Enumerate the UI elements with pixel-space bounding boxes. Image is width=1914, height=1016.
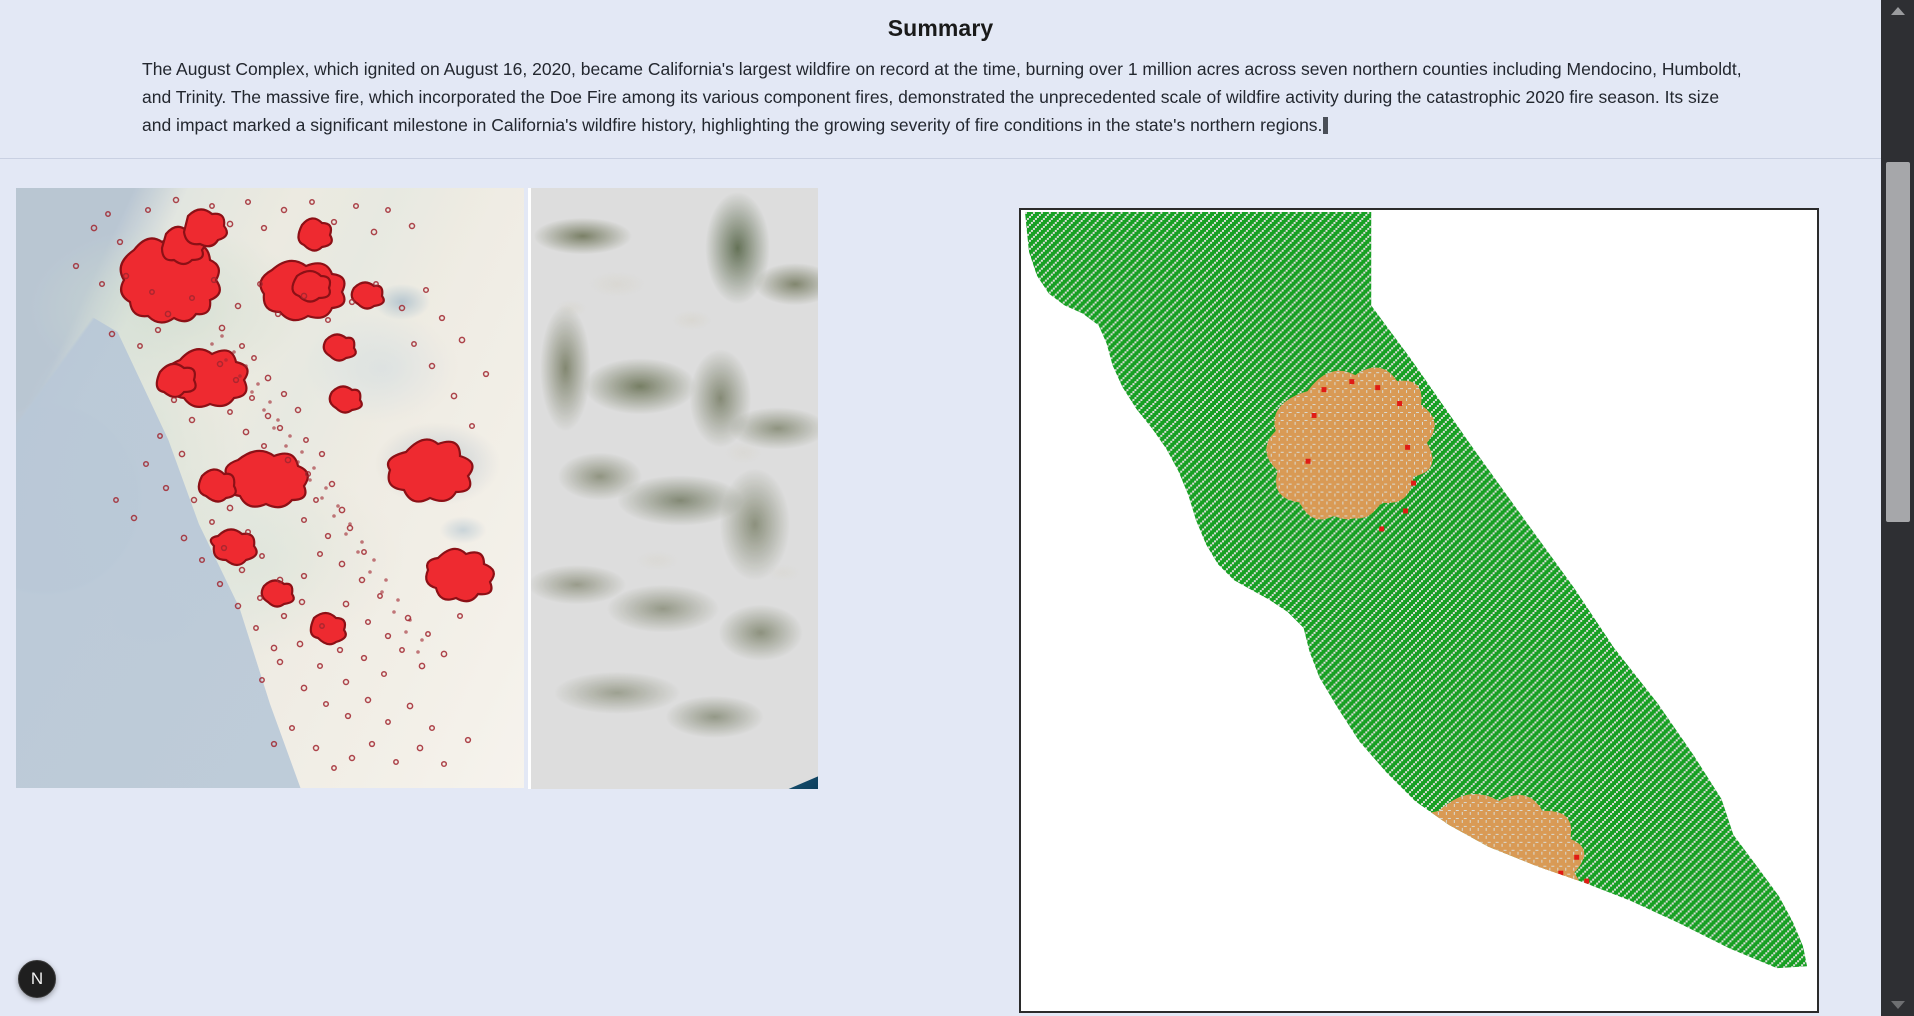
scrollbar-thumb[interactable] bbox=[1886, 162, 1910, 522]
page-title: Summary bbox=[887, 15, 994, 41]
scroll-up-arrow-icon[interactable] bbox=[1881, 0, 1914, 22]
summary-paragraph-text: The August Complex, which ignited on Aug… bbox=[142, 59, 1742, 135]
nextjs-dev-indicator[interactable]: N bbox=[18, 960, 56, 998]
scroll-down-arrow-icon[interactable] bbox=[1881, 994, 1914, 1016]
state-choropleth-map[interactable] bbox=[1019, 208, 1819, 1013]
satellite-imagery-tile[interactable] bbox=[528, 188, 818, 789]
media-tiles: .pg { fill:#ee2a30; stroke:#8c1016; stro… bbox=[16, 188, 818, 789]
summary-paragraph: The August Complex, which ignited on Aug… bbox=[142, 55, 1742, 139]
fire-map-perimeters: .pg { fill:#ee2a30; stroke:#8c1016; stro… bbox=[16, 188, 524, 788]
section-divider bbox=[0, 158, 1881, 159]
text-caret bbox=[1323, 117, 1329, 134]
satellite-terrain-texture bbox=[531, 188, 818, 789]
vertical-scrollbar[interactable] bbox=[1881, 0, 1914, 1016]
fire-perimeter-map[interactable]: .pg { fill:#ee2a30; stroke:#8c1016; stro… bbox=[16, 188, 524, 788]
